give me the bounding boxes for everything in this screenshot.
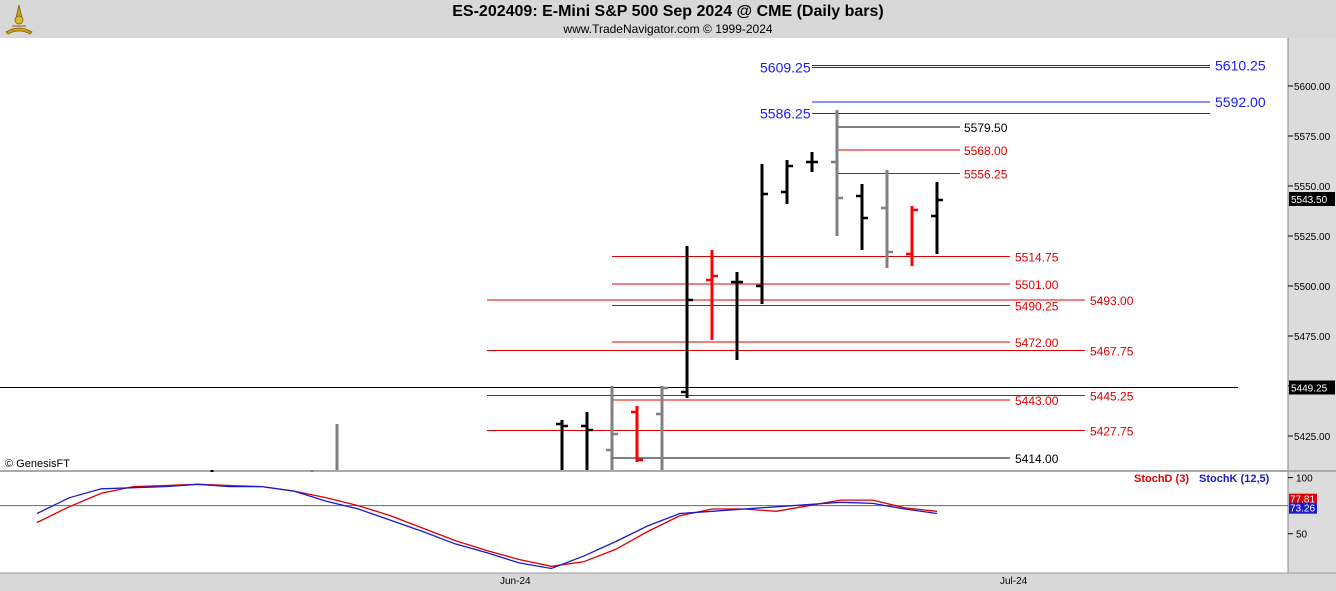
stochd-value-label: 77.81	[1290, 495, 1315, 506]
legend-stochk: StochK (12,5)	[1199, 473, 1270, 485]
level-label: 5414.00	[1015, 452, 1059, 466]
oscillator-panel	[0, 472, 1288, 573]
level-label: 5586.25	[760, 106, 811, 122]
level-label: 5610.25	[1215, 58, 1266, 74]
osc-tick-label: 50	[1296, 530, 1308, 541]
x-label-jul: Jul-24	[1000, 576, 1028, 587]
genesis-watermark: © GenesisFT	[5, 458, 70, 470]
chart-title: ES-202409: E-Mini S&P 500 Sep 2024 @ CME…	[452, 3, 884, 20]
level-label: 5556.25	[964, 168, 1008, 182]
level-label: 5427.75	[1090, 425, 1134, 439]
level-label: 5568.00	[964, 144, 1008, 158]
level-label: 5514.75	[1015, 251, 1059, 265]
y-tick-label: 5500.00	[1294, 282, 1331, 293]
osc-tick-label: 100	[1296, 474, 1313, 485]
y-tick-label: 5600.00	[1294, 82, 1331, 93]
price-axis	[1288, 38, 1336, 573]
current-price-label: 5543.50	[1291, 195, 1328, 206]
level-label: 5443.00	[1015, 394, 1059, 408]
current-price-box	[1289, 192, 1335, 206]
stochk-value-box	[1289, 502, 1317, 514]
y-tick-label: 5575.00	[1294, 132, 1331, 143]
genesis-compass-icon[interactable]	[2, 2, 36, 36]
price-panel	[0, 38, 1288, 470]
level-label: 5445.25	[1090, 390, 1134, 404]
y-tick-label: 5525.00	[1294, 232, 1331, 243]
y-tick-label: 5550.00	[1294, 182, 1331, 193]
horizontal-line-label: 5449.25	[1291, 384, 1328, 395]
horizontal-line-box	[1289, 380, 1335, 395]
stochk-value-label: 73.26	[1290, 504, 1315, 515]
stochd-value-box	[1289, 493, 1317, 505]
level-label: 5609.25	[760, 60, 811, 76]
level-label: 5501.00	[1015, 278, 1059, 292]
chart-header: ES-202409: E-Mini S&P 500 Sep 2024 @ CME…	[0, 0, 1336, 38]
x-label-jun: Jun-24	[500, 576, 531, 587]
level-label: 5472.00	[1015, 336, 1059, 350]
y-tick-label: 5425.00	[1294, 432, 1331, 443]
level-label: 5490.25	[1015, 300, 1059, 314]
level-label: 5592.00	[1215, 94, 1266, 110]
chart-subtitle: www.TradeNavigator.com © 1999-2024	[563, 22, 773, 36]
level-label: 5493.00	[1090, 294, 1134, 308]
level-label: 5579.50	[964, 121, 1008, 135]
legend-stochd: StochD (3)	[1134, 473, 1189, 485]
level-label: 5467.75	[1090, 345, 1134, 359]
stochk-line[interactable]	[36, 483, 938, 570]
y-tick-label: 5475.00	[1294, 332, 1331, 343]
